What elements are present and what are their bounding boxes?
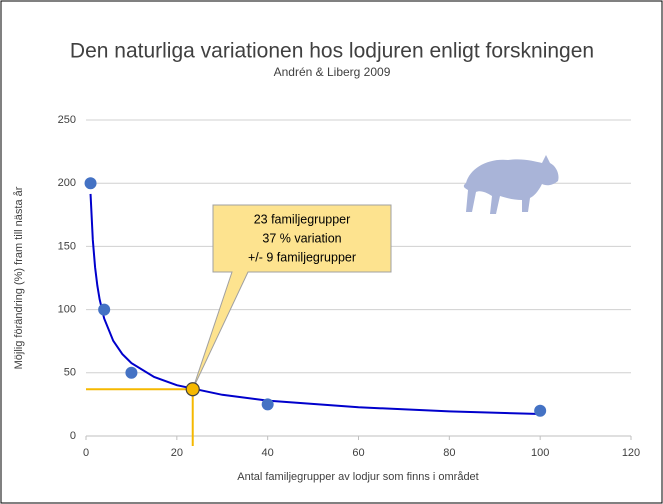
x-tick-label: 20 xyxy=(171,447,183,459)
callout-text: 37 % variation xyxy=(262,231,341,245)
data-point xyxy=(534,404,547,417)
lynx-icon xyxy=(463,155,559,214)
data-point xyxy=(98,303,111,316)
y-tick-label: 100 xyxy=(58,304,76,316)
highlight-point xyxy=(185,382,200,397)
x-tick-label: 0 xyxy=(83,447,89,459)
data-point xyxy=(84,177,97,190)
y-tick-label: 250 xyxy=(58,114,76,126)
grid xyxy=(85,119,632,440)
trend-curve xyxy=(89,193,541,416)
y-tick-label: 150 xyxy=(58,240,76,252)
x-axis-label: Antal familjegrupper av lodjur som finns… xyxy=(237,471,479,483)
x-tick-label: 120 xyxy=(622,447,640,459)
y-tick-label: 200 xyxy=(58,177,76,189)
callout xyxy=(192,204,392,390)
data-point xyxy=(125,366,138,379)
callout-text: 23 familjegrupper xyxy=(254,212,351,226)
chart-subtitle: Andrén & Liberg 2009 xyxy=(274,65,391,79)
chart-title: Den naturliga variationen hos lodjuren e… xyxy=(70,40,594,63)
x-tick-label: 80 xyxy=(443,447,455,459)
callout-text: +/- 9 familjegrupper xyxy=(248,250,356,264)
plot: 23 familjegrupper 37 % variation +/- 9 fam… xyxy=(84,177,547,446)
data-point xyxy=(261,398,274,411)
x-tick-label: 60 xyxy=(352,447,364,459)
y-axis-label: Möjlig förändring (%) fram till nästa år xyxy=(13,186,25,369)
x-tick-label: 40 xyxy=(262,447,274,459)
x-tick-label: 100 xyxy=(531,447,549,459)
y-tick-label: 0 xyxy=(70,430,76,442)
y-tick-label: 50 xyxy=(64,367,76,379)
